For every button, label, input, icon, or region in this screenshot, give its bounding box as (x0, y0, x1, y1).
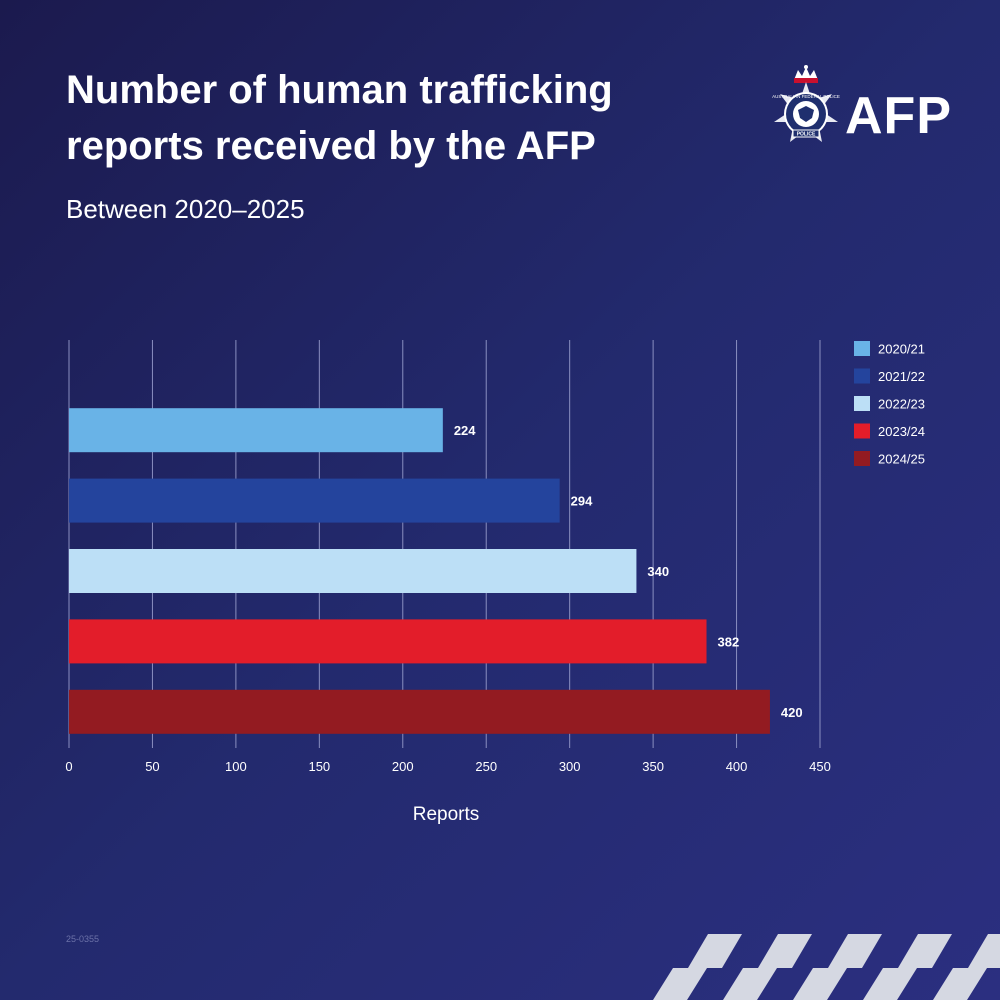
bar (69, 408, 443, 453)
x-tick-label: 450 (809, 759, 831, 774)
bar (69, 478, 560, 523)
legend-label: 2020/21 (878, 342, 925, 357)
bar (69, 549, 637, 593)
x-tick-label: 0 (65, 759, 72, 774)
afp-logo: AUSTRALIAN FEDERAL POLICE POLICE (766, 64, 946, 156)
bar (69, 619, 707, 664)
chart-subtitle: Between 2020–2025 (66, 194, 305, 224)
chart-title: Number of human trafficking reports rece… (66, 68, 613, 168)
bar-value-label: 420 (781, 705, 803, 720)
bar (69, 689, 770, 734)
bar-value-label: 224 (454, 423, 476, 438)
document-code: 25-0355 (66, 934, 100, 944)
police-badge-icon: AUSTRALIAN FEDERAL POLICE POLICE (772, 65, 840, 142)
x-tick-label: 50 (145, 759, 159, 774)
x-tick-label: 100 (225, 759, 247, 774)
x-tick-label: 200 (392, 759, 414, 774)
legend-label: 2021/22 (878, 369, 925, 384)
x-tick-label: 150 (308, 759, 330, 774)
badge-arc-text: AUSTRALIAN FEDERAL POLICE (772, 94, 840, 99)
legend-swatch (854, 423, 870, 439)
legend-swatch (854, 451, 870, 466)
legend-swatch (854, 396, 870, 411)
x-tick-label: 350 (642, 759, 664, 774)
badge-ribbon-text: POLICE (797, 132, 816, 138)
legend-swatch (854, 368, 870, 384)
x-axis-label: Reports (413, 804, 480, 825)
legend-swatch (854, 341, 870, 356)
x-tick-label: 300 (559, 759, 581, 774)
bar-value-label: 294 (571, 494, 593, 509)
legend-label: 2022/23 (878, 397, 925, 412)
x-tick-label: 250 (475, 759, 497, 774)
x-tick-label: 400 (726, 759, 748, 774)
afp-wordmark: AFP (845, 87, 952, 145)
bar-value-label: 340 (647, 564, 669, 579)
bar-value-label: 382 (718, 634, 740, 649)
legend-label: 2024/25 (878, 452, 925, 467)
legend-label: 2023/24 (878, 424, 925, 439)
